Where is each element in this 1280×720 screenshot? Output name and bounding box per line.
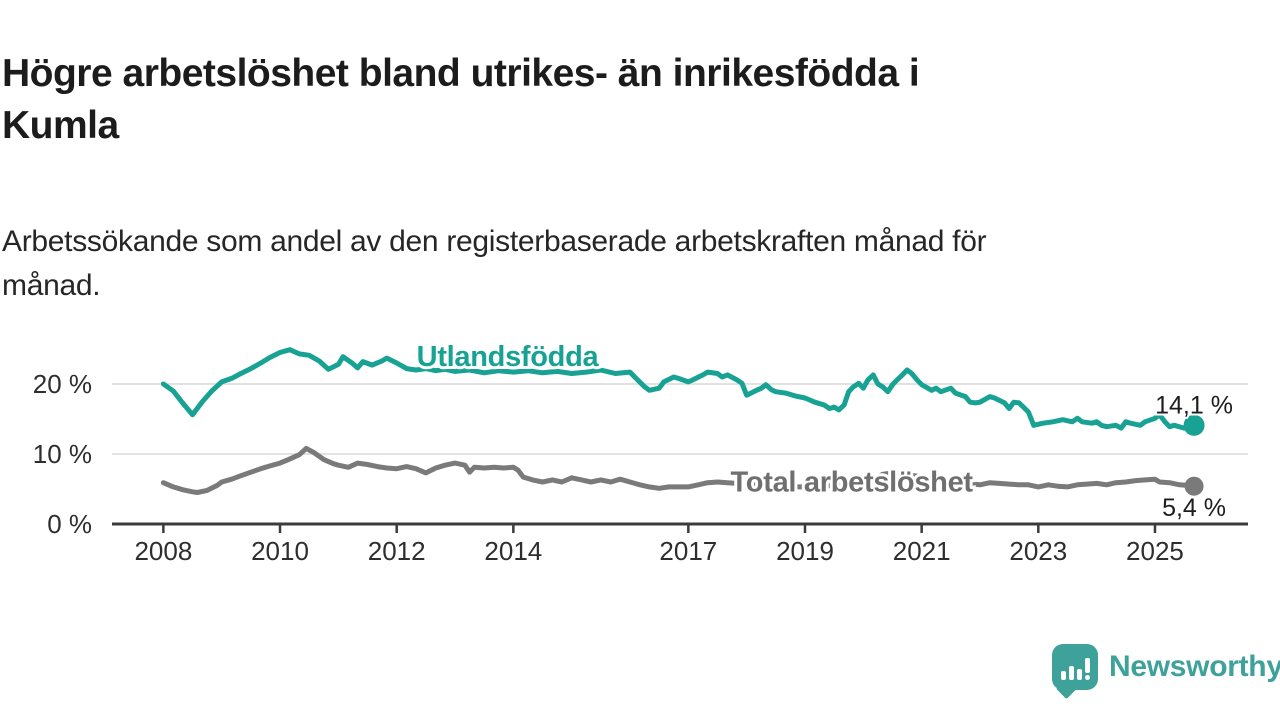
end-value-label-total-arbetsloshet: 5,4 % xyxy=(1162,494,1226,522)
x-axis-label: 2008 xyxy=(134,536,192,566)
x-axis-label: 2023 xyxy=(1009,536,1067,566)
brand-name: Newsworthy xyxy=(1109,650,1280,683)
y-axis-label: 0 % xyxy=(47,509,92,539)
logo-bars xyxy=(1052,644,1098,690)
y-axis-label: 10 % xyxy=(33,439,92,469)
y-axis-label: 20 % xyxy=(33,369,92,399)
unemployment-line-chart: 2008 2010 2012 2014 2017 2019 2021 2023 2025 0 % 1… xyxy=(33,338,1248,566)
page-title: Högre arbetslöshet bland utrikes- än inr… xyxy=(2,52,920,148)
brand-logo: Newsworthy xyxy=(1052,644,1280,700)
x-axis-label: 2012 xyxy=(368,536,426,566)
x-axis-label: 2021 xyxy=(893,536,951,566)
end-value-label-utlandsfodda: 14,1 % xyxy=(1155,391,1233,419)
x-axis-label: 2019 xyxy=(776,536,834,566)
bar-chart-speech-bubble-icon xyxy=(1052,644,1098,700)
series-label-total-arbetsloshet: Total arbetslöshet xyxy=(731,466,974,498)
series-line-total-arbetsloshet xyxy=(160,445,1197,495)
page-subtitle: Arbetssökande som andel av den registerb… xyxy=(2,225,987,302)
exclamation-mark xyxy=(1084,658,1090,680)
end-dot-utlandsfodda xyxy=(1183,414,1205,436)
series-label-utlandsfodda: Utlandsfödda xyxy=(417,341,600,373)
x-axis-label: 2014 xyxy=(484,536,542,566)
x-axis-label: 2025 xyxy=(1126,536,1184,566)
x-axis-label: 2010 xyxy=(251,536,309,566)
end-dot-total-arbetsloshet xyxy=(1184,476,1204,496)
x-axis-label: 2017 xyxy=(659,536,717,566)
series-line-utlandsfodda xyxy=(160,347,1197,431)
